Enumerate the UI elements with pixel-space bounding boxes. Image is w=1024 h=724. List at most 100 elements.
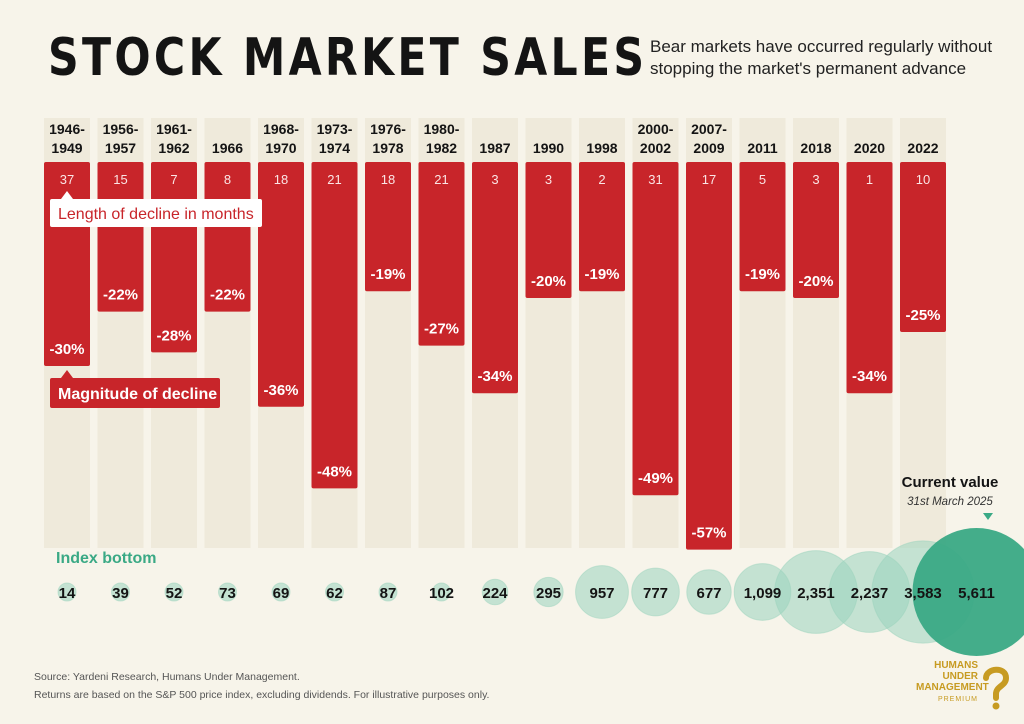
- index-label: 3,583: [904, 585, 942, 602]
- index-label: 87: [380, 585, 397, 602]
- year-label: 2018: [800, 140, 831, 156]
- months-label: 17: [702, 172, 716, 187]
- index-label: 14: [59, 585, 76, 602]
- current-value-date: 31st March 2025: [907, 496, 993, 508]
- index-label: 1,099: [744, 585, 782, 602]
- year-label: 1961-: [156, 121, 192, 137]
- footer: Source: Yardeni Research, Humans Under M…: [34, 668, 489, 704]
- year-label: 2011: [747, 140, 778, 156]
- index-label: 224: [482, 585, 508, 602]
- year-label: 1966: [212, 140, 243, 156]
- index-legend-label: Index bottom: [56, 550, 156, 567]
- index-label: 2,237: [851, 585, 889, 602]
- year-label: 1978: [372, 140, 403, 156]
- length-pointer: [61, 191, 73, 199]
- year-label: 1949: [51, 140, 82, 156]
- year-label: 1980-: [424, 121, 460, 137]
- year-label: 1974: [319, 140, 350, 156]
- index-label: 2,351: [797, 585, 835, 602]
- index-bubble: [111, 582, 130, 602]
- current-bubble: [912, 528, 1024, 656]
- index-bubble: [575, 565, 629, 619]
- magnitude-legend-label: Magnitude of decline: [58, 386, 217, 403]
- length-legend-label: Length of decline in months: [58, 206, 254, 223]
- index-label: 102: [429, 585, 454, 602]
- magnitude-label: -19%: [584, 266, 619, 283]
- decline-bar: [793, 162, 839, 298]
- magnitude-label: -22%: [103, 287, 138, 304]
- magnitude-label: -27%: [424, 321, 459, 338]
- index-bubble: [481, 578, 509, 606]
- decline-bar: [579, 162, 625, 292]
- months-label: 1: [866, 172, 873, 187]
- index-bubble: [218, 582, 237, 602]
- index-bubble: [164, 582, 184, 602]
- current-pointer: [983, 513, 993, 520]
- year-label: 2022: [907, 140, 938, 156]
- index-bubble: [325, 582, 344, 602]
- index-label: 295: [536, 585, 561, 602]
- decline-bar: [525, 162, 572, 298]
- magnitude-label: -20%: [798, 273, 833, 290]
- months-label: 2: [598, 172, 605, 187]
- magnitude-label: -30%: [49, 341, 84, 358]
- index-bubble: [271, 582, 291, 602]
- year-label: 1976-: [370, 121, 406, 137]
- source-note: Source: Yardeni Research, Humans Under M…: [34, 671, 300, 683]
- magnitude-label: -49%: [638, 470, 673, 487]
- year-label: 2007-: [691, 121, 727, 137]
- decline-bar: [418, 162, 465, 346]
- decline-bar: [472, 162, 518, 394]
- months-label: 21: [327, 172, 341, 187]
- magnitude-label: -34%: [852, 368, 887, 385]
- question-head-icon: [983, 666, 1010, 710]
- decline-bar: [739, 162, 786, 292]
- index-bubble: [686, 569, 732, 615]
- magnitude-label: -20%: [531, 273, 566, 290]
- magnitude-label: -34%: [477, 368, 512, 385]
- magnitude-pointer: [61, 370, 73, 378]
- magnitude-label: -22%: [210, 287, 245, 304]
- page-title: STOCK MARKET SALES: [48, 28, 648, 88]
- index-bubble: [57, 582, 77, 602]
- index-bubble: [533, 576, 564, 608]
- months-label: 15: [113, 172, 127, 187]
- year-label: 2020: [854, 140, 885, 156]
- magnitude-label: -48%: [317, 463, 352, 480]
- logo-line-3: MANAGEMENT: [916, 682, 989, 693]
- year-label: 1956-: [103, 121, 139, 137]
- magnitude-label: -36%: [263, 382, 298, 399]
- decline-bar: [151, 162, 197, 353]
- index-label: 677: [696, 585, 721, 602]
- logo-premium: PREMIUM: [937, 696, 978, 703]
- year-label: 1957: [105, 140, 136, 156]
- decline-bar: [365, 162, 411, 292]
- decline-bar: [900, 162, 946, 332]
- year-label: 1968-: [263, 121, 299, 137]
- year-label: 2002: [640, 140, 671, 156]
- months-label: 8: [224, 172, 231, 187]
- year-label: 1962: [158, 140, 189, 156]
- magnitude-label: -19%: [370, 266, 405, 283]
- logo-line-1: HUMANS: [934, 660, 978, 671]
- months-label: 3: [812, 172, 819, 187]
- magnitude-label: -57%: [691, 525, 726, 542]
- index-label: 777: [643, 585, 668, 602]
- year-label: 1970: [265, 140, 296, 156]
- magnitude-label: -19%: [745, 266, 780, 283]
- disclaimer-note: Returns are based on the S&P 500 price i…: [34, 689, 490, 701]
- decline-bar: [311, 162, 358, 489]
- index-label: 957: [589, 585, 614, 602]
- index-bubble: [378, 582, 398, 602]
- current-value-title: Current value: [902, 474, 999, 491]
- magnitude-label: -25%: [905, 307, 940, 324]
- months-label: 18: [381, 172, 395, 187]
- year-label: 1973-: [317, 121, 353, 137]
- index-label: 69: [273, 585, 290, 602]
- decline-bar: [846, 162, 893, 394]
- months-label: 3: [491, 172, 498, 187]
- logo-line-2: UNDER: [942, 671, 978, 682]
- page-subtitle: Bear markets have occurred regularly wit…: [650, 37, 993, 78]
- year-label: 1987: [479, 140, 510, 156]
